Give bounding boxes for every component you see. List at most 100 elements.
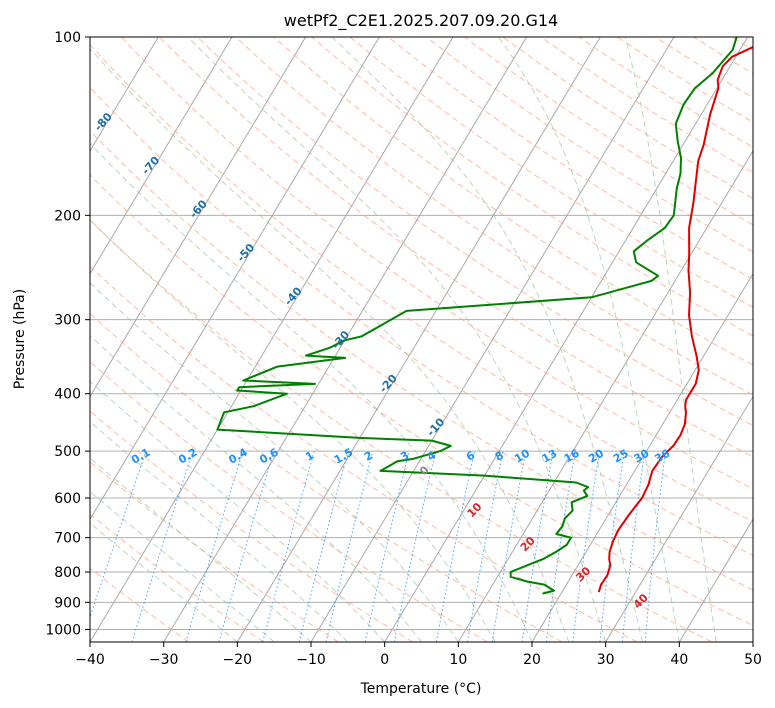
x-tick-label: −20 <box>223 652 253 668</box>
mixing-ratio-label: 0.6 <box>257 445 281 466</box>
moist-adiabat-line <box>90 282 459 642</box>
mixing-ratio-label: 10 <box>512 447 532 466</box>
moist-adiabat-line <box>90 457 312 642</box>
dry-adiabat-line <box>197 37 753 427</box>
dry-adiabat-line <box>616 37 753 123</box>
mixing-ratio-line <box>262 450 315 642</box>
mixing-ratio-line <box>218 450 275 642</box>
dry-adiabat-line <box>90 219 712 642</box>
isotherm-label: -70 <box>139 154 162 178</box>
dry-adiabat-line <box>90 174 753 627</box>
moist-adiabat-line <box>90 420 349 642</box>
moist-adiabat-line <box>90 335 422 642</box>
dry-adiabat-line <box>90 265 638 642</box>
plot-background <box>90 37 753 642</box>
warm-isotherm-label: 0 <box>417 463 432 478</box>
mixing-ratio-line <box>185 450 244 642</box>
dry-adiabat-line <box>90 312 563 642</box>
mixing-ratio-label: 0.4 <box>226 445 250 466</box>
x-tick-label: −10 <box>296 652 326 668</box>
dry-adiabat-line <box>540 37 753 174</box>
dry-adiabat-line <box>235 37 753 396</box>
isotherm-line <box>605 395 753 642</box>
isotherm-line <box>752 641 753 642</box>
dry-adiabat-line <box>426 37 753 253</box>
temperature-trace <box>597 45 753 593</box>
x-tick-label: 0 <box>380 652 389 668</box>
isotherm-label: -50 <box>234 241 257 265</box>
dry-adiabat-line <box>90 567 190 642</box>
moist-adiabat-line <box>331 37 643 642</box>
x-axis: −40 −30 −20 −10 0 10 20 30 40 50 <box>75 642 762 668</box>
x-tick-label: −40 <box>75 652 105 668</box>
series-layer <box>216 37 753 595</box>
isotherm-label: -100 <box>0 20 23 49</box>
x-tick-label: −30 <box>149 652 179 668</box>
mixing-ratio-label: 25 <box>611 447 631 466</box>
mixing-ratio-line <box>644 451 666 642</box>
isotherm-label: -30 <box>329 328 352 352</box>
mixing-ratio-line <box>545 451 576 642</box>
x-tick-label: 40 <box>670 652 688 668</box>
mixing-ratio-line <box>325 450 374 642</box>
chart-title: wetPf2_C2E1.2025.207.09.20.G14 <box>284 11 558 31</box>
mixing-ratio-line <box>621 451 646 642</box>
x-axis-title: Temperature (°C) <box>360 681 482 697</box>
plot-frame <box>89 36 754 643</box>
mixing-ratio-line <box>599 451 625 642</box>
y-tick-label: 300 <box>54 313 81 329</box>
isotherm-line <box>457 149 753 642</box>
mixing-ratio-label: 13 <box>540 447 560 466</box>
dry-adiabat-line <box>349 37 753 308</box>
mixing-ratio-line <box>364 450 410 642</box>
isotherm-line <box>90 37 307 398</box>
y-axis: 1000 900 800 700 600 500 400 300 200 100 <box>45 30 90 638</box>
isotherm-line <box>384 37 749 642</box>
y-tick-label: 600 <box>54 491 81 507</box>
y-axis-title: Pressure (hPa) <box>12 289 28 389</box>
isotherm-line <box>90 37 380 521</box>
mixing-ratio-label: 20 <box>586 447 606 466</box>
mixing-ratio-label: 16 <box>562 447 582 466</box>
mixing-ratio-label: 0.2 <box>176 446 199 467</box>
dry-adiabat-line <box>90 461 339 642</box>
y-tick-label: 100 <box>54 30 81 46</box>
mixing-ratio-line <box>131 450 194 642</box>
x-tick-label: 10 <box>449 652 467 668</box>
mixing-ratio-label: 1.5 <box>332 446 355 467</box>
dry-adiabat-line <box>387 37 753 280</box>
y-tick-label: 400 <box>54 387 81 403</box>
x-tick-label: 50 <box>744 652 762 668</box>
mixing-ratio-label: 30 <box>632 447 652 466</box>
dry-adiabat-line <box>90 43 753 523</box>
mixing-ratio-line <box>298 450 349 642</box>
mixing-ratio-line <box>572 451 600 642</box>
y-tick-label: 900 <box>54 595 81 611</box>
isotherm-label: -20 <box>377 372 400 396</box>
isotherm-line <box>678 518 753 642</box>
moist-adiabat-line <box>497 37 680 642</box>
dry-adiabat-line <box>158 37 753 458</box>
dry-adiabat-line <box>90 513 264 642</box>
y-tick-label: 700 <box>54 531 81 547</box>
dry-adiabat-line <box>90 86 753 557</box>
x-tick-label: 20 <box>523 652 541 668</box>
isotherm-label: -10 <box>424 415 447 439</box>
mixing-ratio-line <box>393 450 437 642</box>
moist-adiabat-line <box>624 37 717 642</box>
dry-adiabat-line <box>90 360 488 642</box>
dry-adiabat-line <box>311 37 753 337</box>
isotherm-line <box>236 37 601 642</box>
y-tick-label: 1000 <box>45 622 81 638</box>
mixing-ratio-line <box>521 451 554 642</box>
y-tick-label: 200 <box>54 208 81 224</box>
dry-adiabat-line <box>655 37 753 99</box>
isotherm-line <box>310 37 675 642</box>
isotherm-label: -60 <box>187 197 210 221</box>
moist-adiabat-line <box>90 380 386 642</box>
dewpoint-trace <box>216 37 738 595</box>
moist-adiabat-line <box>90 47 570 642</box>
y-tick-label: 500 <box>54 444 81 460</box>
moist-adiabat-line <box>90 219 496 642</box>
